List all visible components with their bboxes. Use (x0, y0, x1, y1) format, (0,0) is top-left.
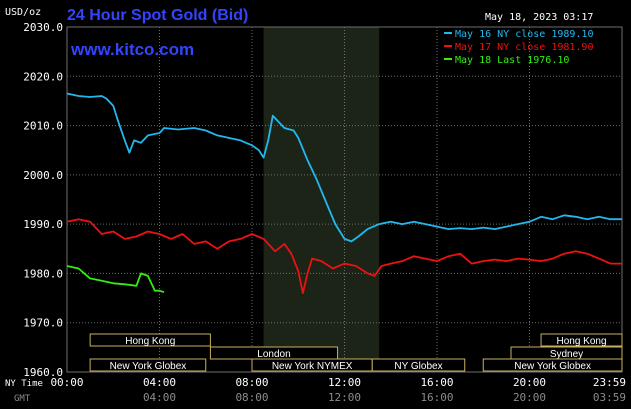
session-box (89, 358, 207, 372)
series-line (66, 92, 622, 243)
x-tick-ny: 00:00 (50, 376, 83, 389)
series-line (66, 265, 165, 294)
legend: May 16 NY close 1989.10 May 17 NY close 1… (444, 29, 593, 66)
x-tick-gmt: 04:00 (143, 391, 176, 404)
session-bar: NY Globex (371, 358, 466, 372)
x-tick-ny: 12:00 (328, 376, 361, 389)
night-session-band (263, 27, 380, 372)
session-bar: Hong Kong (89, 333, 211, 347)
session-label: NY Globex (394, 361, 442, 372)
unit-label: USD/oz (5, 7, 41, 18)
x-tick-gmt: 08:00 (235, 391, 268, 404)
price-series (66, 92, 622, 294)
gmt-label: GMT (14, 394, 31, 404)
session-bar: London (209, 346, 339, 360)
trading-sessions: Hong Kong London New York Globex New York N… (89, 333, 623, 372)
session-label: New York Globex (110, 361, 187, 372)
session-label: London (257, 349, 290, 360)
session-label: Sydney (550, 349, 583, 360)
session-box (482, 358, 623, 372)
y-tick-label: 2000.0 (23, 169, 63, 182)
session-label: New York NYMEX (272, 361, 353, 372)
y-tick-label: 2020.0 (23, 70, 63, 83)
session-label: New York Globex (514, 361, 591, 372)
y-axis-ticks: 2030.0 2020.0 2010.0 2000.0 1990.0 1980.0 1970… (23, 21, 63, 379)
y-tick-label: 1980.0 (23, 267, 63, 280)
session-label: Hong Kong (557, 336, 607, 347)
y-tick-label: 1970.0 (23, 317, 63, 330)
x-axis-ticks: 00:00 04:00 04:00 08:00 08:00 12:00 12:00 16:00… (50, 376, 626, 404)
y-tick-label: 2010.0 (23, 120, 63, 133)
x-tick-ny: 04:00 (143, 376, 176, 389)
x-tick-gmt: 16:00 (420, 391, 453, 404)
y-tick-label: 1960.0 (23, 366, 63, 379)
session-bar: New York Globex (89, 358, 207, 372)
session-box (89, 333, 211, 347)
x-tick-ny: 16:00 (420, 376, 453, 389)
x-tick-gmt: 03:59 (593, 391, 626, 404)
grid-lines (66, 26, 623, 373)
series-line (66, 218, 622, 294)
x-tick-ny: 23:59 (593, 376, 626, 389)
chart-title: 24 Hour Spot Gold (Bid) (67, 7, 248, 24)
legend-entry: May 16 NY close 1989.10 (455, 29, 593, 40)
watermark-url: www.kitco.com (70, 40, 194, 59)
legend-entry: May 18 Last 1976.10 (455, 55, 569, 66)
session-label: Hong Kong (125, 336, 175, 347)
session-bar: New York Globex (482, 358, 623, 372)
session-bar: Hong Kong (540, 333, 623, 347)
y-tick-label: 1990.0 (23, 218, 63, 231)
session-box (371, 358, 466, 372)
legend-entry: May 17 NY close 1981.90 (455, 42, 593, 53)
x-tick-gmt: 20:00 (513, 391, 546, 404)
y-tick-label: 2030.0 (23, 21, 63, 34)
session-bar: New York NYMEX (251, 358, 373, 372)
x-tick-ny: 20:00 (513, 376, 546, 389)
timestamp: May 18, 2023 03:17 (485, 12, 593, 23)
session-box (540, 333, 623, 347)
plot-border (66, 26, 623, 373)
x-tick-gmt: 12:00 (328, 391, 361, 404)
session-bar: Sydney (510, 346, 623, 360)
ny-time-label: NY Time (5, 379, 43, 389)
x-tick-ny: 08:00 (235, 376, 268, 389)
